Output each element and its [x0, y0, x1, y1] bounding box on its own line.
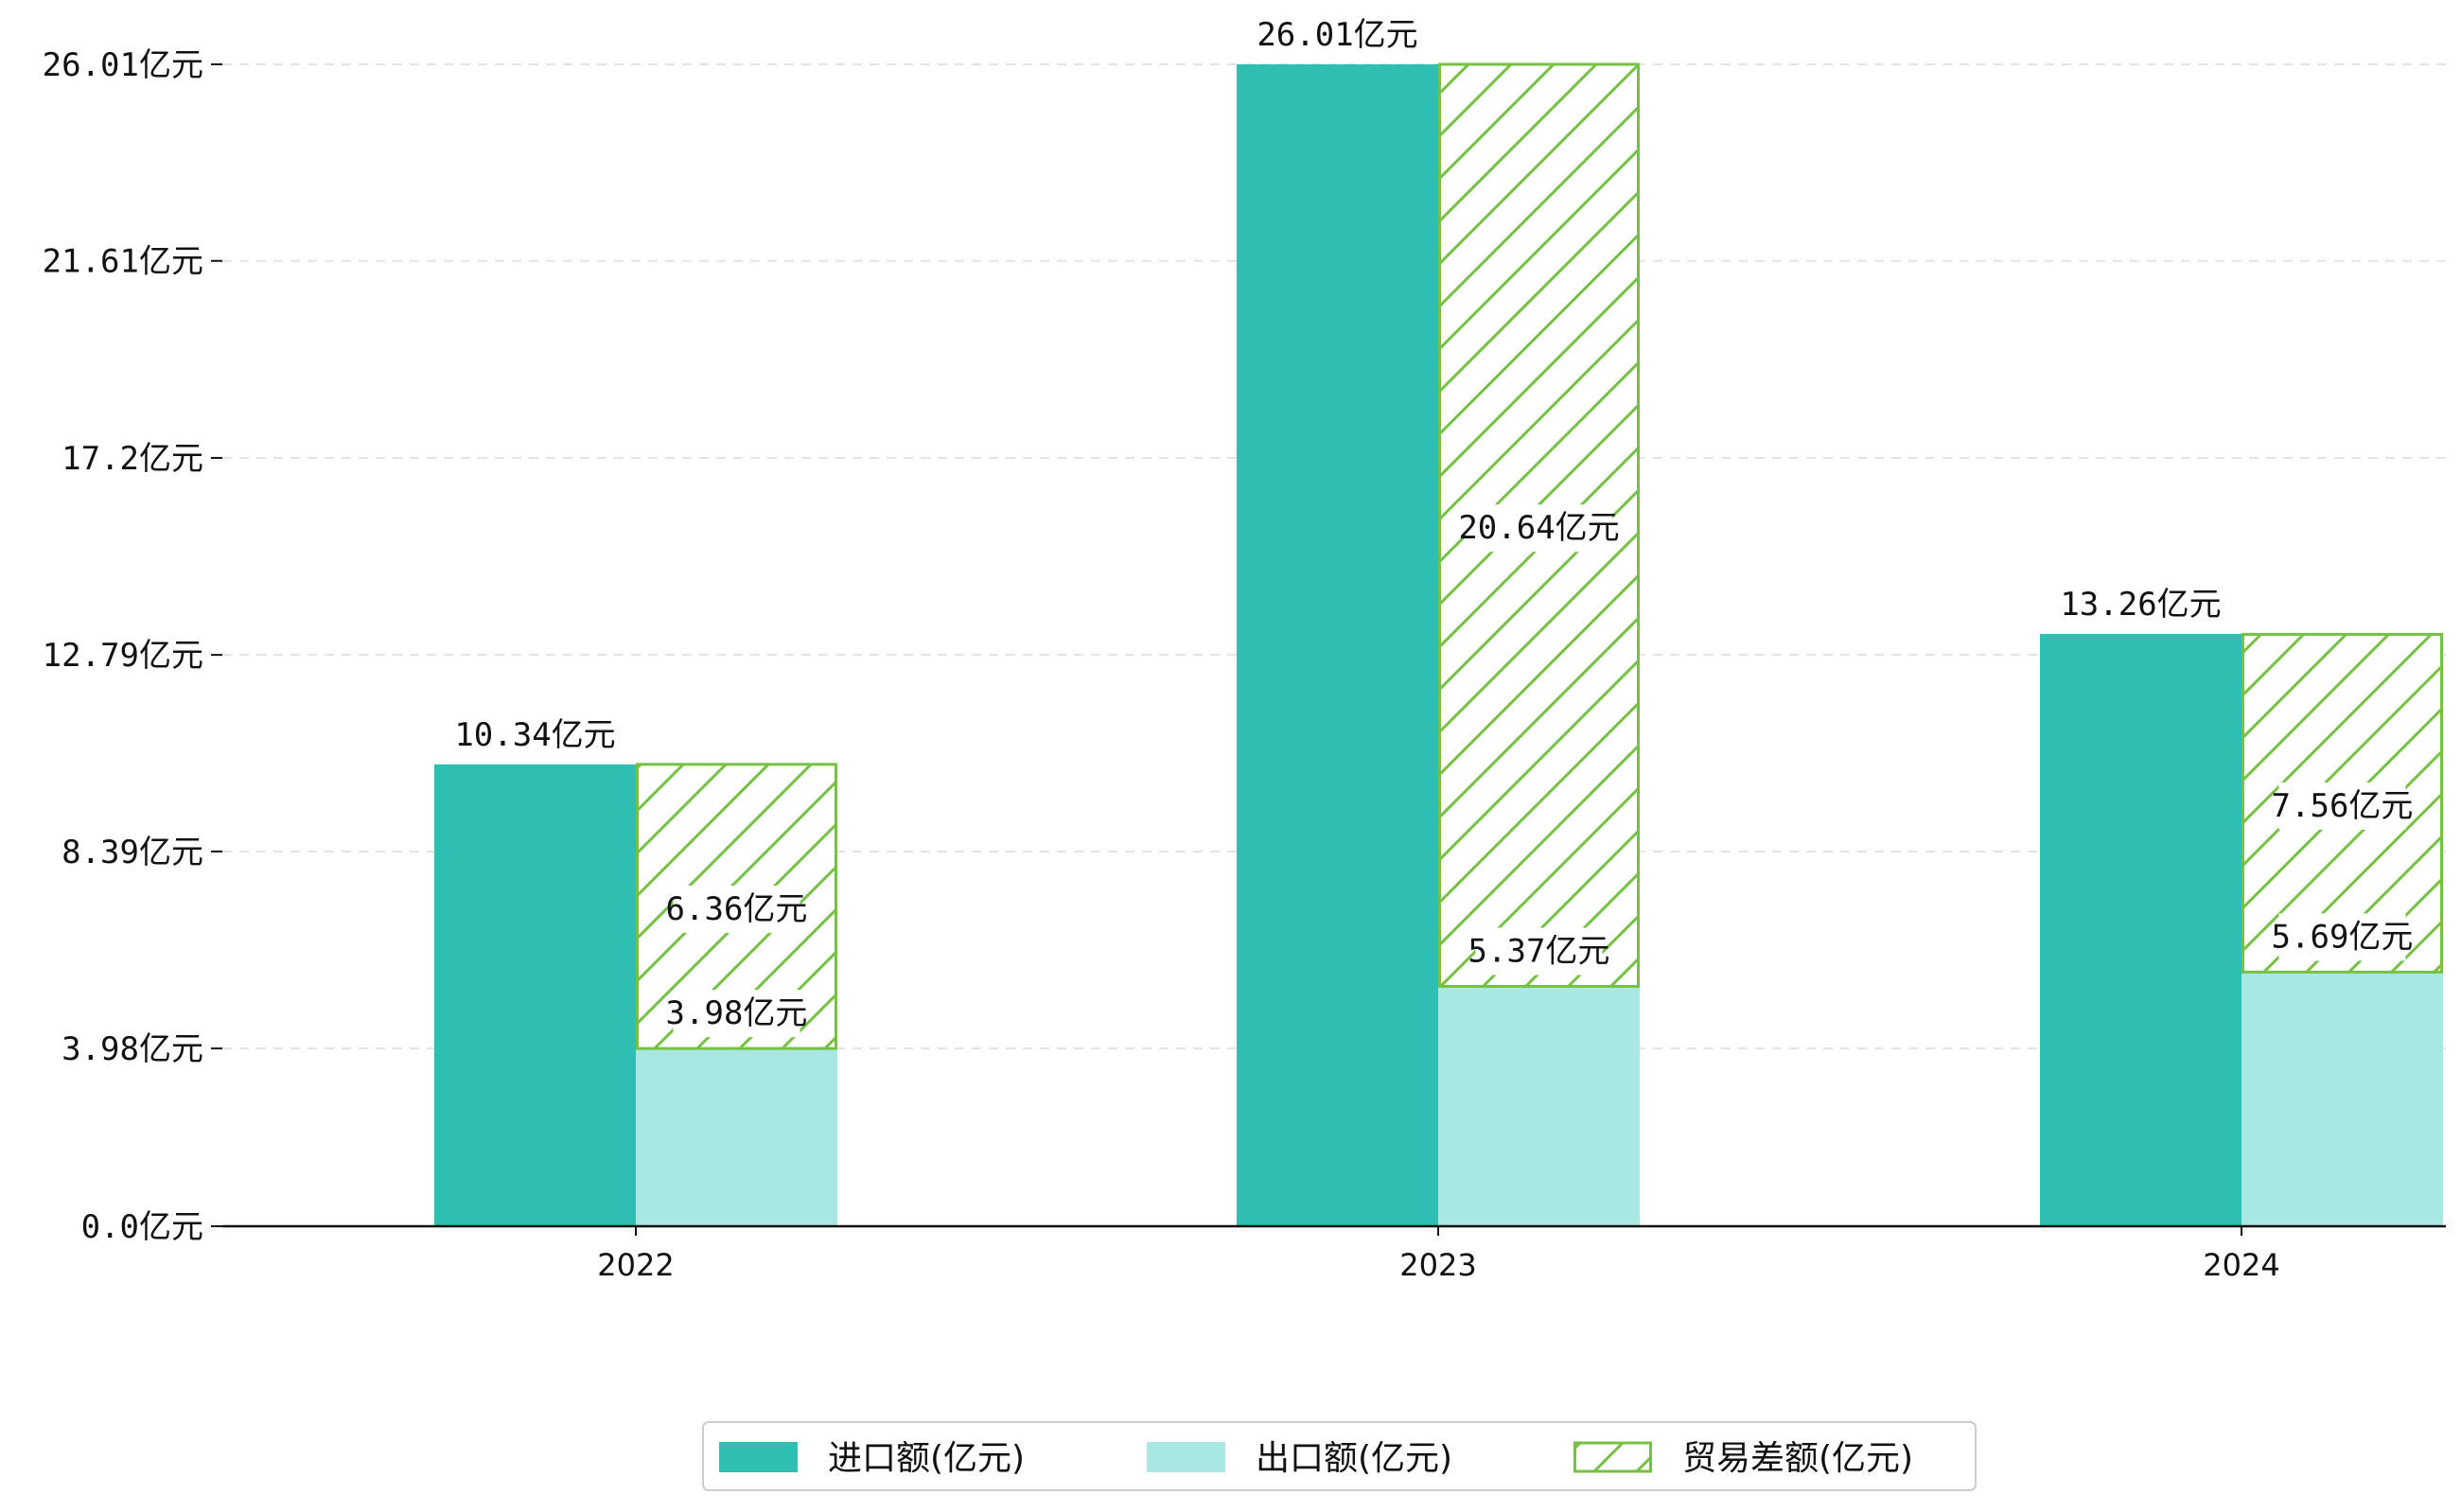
bar-import-2024	[2040, 633, 2241, 1226]
data-label-export-2022: 3.98亿元	[666, 994, 808, 1032]
data-label-balance-2024-bg	[2278, 782, 2406, 830]
data-label-balance-2024: 7.56亿元	[2272, 787, 2414, 825]
data-label-balance-2022-bg	[673, 885, 800, 933]
data-label-export-2022-bg	[673, 990, 800, 1038]
x-tick-label-2022: 2022	[597, 1247, 674, 1283]
data-label-export-2024-bg	[2278, 913, 2406, 961]
data-label-balance-2022: 6.36亿元	[666, 890, 808, 928]
data-label-import-2024: 13.26亿元	[2060, 586, 2221, 624]
bar-export-2022	[636, 1048, 837, 1226]
x-tick-label-2024: 2024	[2203, 1247, 2279, 1283]
legend-box	[702, 1421, 1977, 1491]
data-label-import-2022: 10.34亿元	[454, 716, 615, 754]
legend-item-export-label: 出口额(亿元)	[1256, 1439, 1452, 1478]
data-label-export-2024: 5.69亿元	[2272, 918, 2414, 956]
legend-item-export-swatch	[1147, 1442, 1225, 1472]
data-label-balance-2023-bg	[1466, 504, 1612, 553]
data-label-balance-2023: 20.64亿元	[1458, 509, 1619, 547]
y-tick-label: 8.39亿元	[62, 834, 203, 871]
y-tick-label: 3.98亿元	[62, 1030, 203, 1068]
legend-item-balance-swatch	[1573, 1441, 1652, 1473]
y-tick-label: 17.2亿元	[62, 440, 203, 478]
y-tick-label: 0.0亿元	[81, 1208, 203, 1246]
bar-export-2023	[1438, 986, 1640, 1226]
legend-item-balance-label: 贸易差额(亿元)	[1682, 1439, 1913, 1478]
y-tick-label: 12.79亿元	[43, 637, 203, 675]
data-label-import-2023: 26.01亿元	[1257, 16, 1417, 54]
x-tick-label-2023: 2023	[1399, 1247, 1476, 1283]
legend: 进口额(亿元) 出口额(亿元) 贸易差额(亿元)	[702, 1421, 1977, 1491]
axes: 0.0亿元 3.98亿元 8.39亿元 12.79亿元 17.2亿元 21.61亿元 26.…	[43, 46, 2446, 1283]
bars	[434, 62, 2443, 1226]
bar-export-2024	[2241, 972, 2443, 1226]
bar-import-2022	[434, 764, 636, 1226]
bar-import-2023	[1237, 64, 1438, 1226]
data-labels: 10.34亿元 3.98亿元 6.36亿元 26.01亿元 5.37亿元 20.64亿元 1…	[454, 16, 2414, 1038]
legend-item-import-swatch	[719, 1442, 798, 1472]
data-label-export-2023-bg	[1475, 927, 1603, 976]
y-tick-label: 26.01亿元	[43, 46, 203, 84]
legend-item-import-label: 进口额(亿元)	[828, 1439, 1025, 1478]
y-tick-label: 21.61亿元	[43, 243, 203, 281]
data-label-export-2023: 5.37亿元	[1468, 932, 1610, 970]
